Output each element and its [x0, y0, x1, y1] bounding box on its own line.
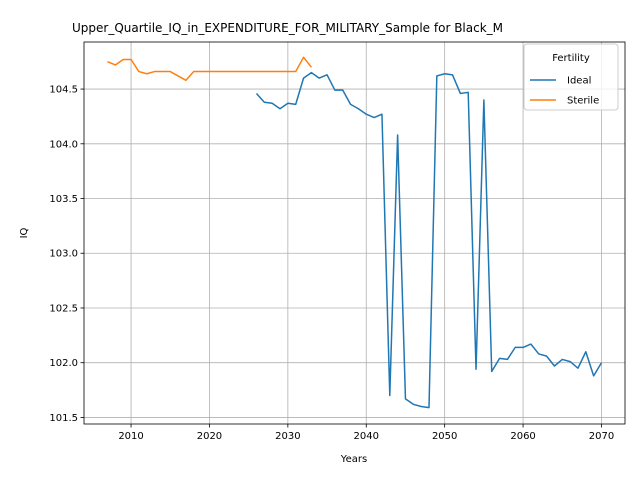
y-tick-label: 102.5 — [49, 303, 78, 314]
legend-label-ideal: Ideal — [567, 76, 591, 87]
x-tick-label: 2050 — [432, 431, 457, 442]
y-tick-label: 103.5 — [49, 194, 78, 205]
y-tick-label: 103.0 — [49, 249, 78, 260]
legend-label-sterile: Sterile — [567, 96, 599, 107]
x-tick-label: 2060 — [510, 431, 535, 442]
x-tick-label: 2030 — [275, 431, 300, 442]
x-tick-label: 2040 — [354, 431, 379, 442]
legend-title: Fertility — [552, 53, 590, 64]
legend: Fertility Ideal Sterile — [524, 44, 618, 110]
x-tick-label: 2020 — [197, 431, 222, 442]
x-tick-label: 2070 — [589, 431, 614, 442]
x-axis-label: Years — [340, 454, 367, 465]
x-tick-label: 2010 — [118, 431, 143, 442]
chart-title: Upper_Quartile_IQ_in_EXPENDITURE_FOR_MIL… — [72, 21, 503, 35]
y-axis-label: IQ — [19, 227, 30, 238]
y-tick-label: 102.0 — [49, 358, 78, 369]
y-tick-label: 101.5 — [49, 413, 78, 424]
y-tick-label: 104.5 — [49, 85, 78, 96]
y-tick-label: 104.0 — [49, 139, 78, 150]
